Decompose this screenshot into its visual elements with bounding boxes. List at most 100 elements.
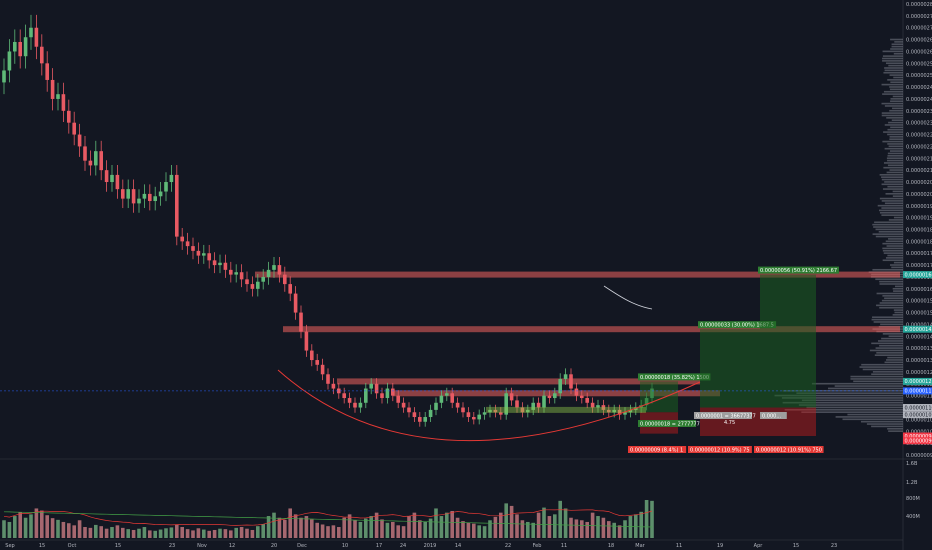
volume-bar [644, 500, 649, 538]
profile-bar [881, 200, 903, 202]
price-tick-label: 0.00000115 [906, 394, 932, 400]
profile-bar [888, 335, 903, 338]
profile-bar [893, 52, 903, 55]
profile-bar [890, 126, 903, 129]
volume-bar [574, 519, 579, 538]
profile-bar [850, 378, 903, 380]
entry-label: 0.000... [762, 413, 781, 419]
profile-bar [811, 382, 903, 385]
volume-bar [142, 527, 147, 538]
profile-bar [801, 411, 903, 413]
profile-bar [885, 62, 903, 65]
resistance-zone [255, 271, 900, 278]
rounding-bottom-arc[interactable] [277, 369, 701, 442]
profile-bar [891, 266, 903, 269]
volume-bar [380, 519, 384, 538]
profile-bar [882, 93, 903, 95]
candle-body [266, 269, 271, 277]
volume-bar [482, 526, 487, 538]
price-tick-label: 0.00000135 [906, 346, 932, 352]
candle-body [121, 189, 125, 199]
volume-bar [185, 529, 190, 538]
volume-bar [202, 529, 206, 538]
candle-body [239, 272, 244, 280]
profile-bar [883, 252, 903, 254]
volume-bar [337, 527, 341, 538]
candle-body [94, 151, 98, 166]
volume-bar [245, 528, 249, 538]
profile-bar [888, 145, 903, 148]
stop-label-bg [688, 446, 752, 453]
target-label: 0.00000018 (35.82%) 1500 [640, 375, 709, 381]
candlesticks [2, 14, 654, 427]
position-tools[interactable]: 0.00000018 (35.82%) 1500 0.00000009 (8.4%… [486, 266, 839, 454]
profile-bar [879, 302, 903, 304]
volume-bar [612, 522, 616, 538]
candle-body [337, 388, 341, 394]
profile-bar [889, 109, 903, 112]
candle-body [164, 182, 168, 192]
profile-bar [881, 178, 903, 181]
candle-body [256, 281, 260, 289]
profile-bar [885, 257, 903, 259]
time-tick-label: 11 [676, 543, 682, 549]
profit-zone [700, 329, 760, 408]
volume-bar [315, 522, 319, 538]
profile-bar [889, 136, 903, 138]
volume-tick-label: 400M [906, 514, 920, 520]
price-tick-label: 0.00000195 [906, 204, 932, 210]
candle-body [223, 262, 228, 270]
volume-bar [364, 518, 368, 538]
candle-body [342, 393, 346, 399]
profile-bar [890, 48, 903, 50]
price-tags: 0.00000166 0.00000143 0.00000121 0.00000117… [903, 271, 932, 445]
profile-bar [881, 83, 903, 86]
profile-bar [881, 102, 903, 105]
candle-body [617, 409, 622, 415]
candle-body [245, 279, 249, 285]
profile-bar [876, 304, 903, 307]
volume-bar [385, 522, 390, 538]
volume-bar [34, 508, 39, 538]
profile-bar [861, 363, 903, 366]
trend-curve[interactable] [603, 285, 653, 310]
price-tag-bg [903, 432, 932, 440]
profile-bar [878, 209, 903, 212]
time-axis[interactable]: Sep 15 Oct 15 23 Nov 12 20 Dec 10 17 24 2019 14 22 Feb 1… [5, 543, 837, 549]
profile-bar [883, 162, 903, 164]
candle-body [7, 51, 12, 71]
volume-bar [23, 517, 28, 538]
volume-bar [229, 530, 233, 538]
profile-bar [882, 247, 903, 250]
profile-bar [886, 117, 903, 119]
profile-bar [887, 143, 903, 145]
volume-bar [488, 520, 492, 538]
profile-bar [887, 152, 903, 155]
profile-bar [887, 159, 903, 162]
candle-body [202, 253, 206, 256]
candle-body [547, 395, 552, 399]
time-tick-label: 14 [455, 543, 461, 549]
profile-bar [874, 221, 903, 224]
profile-bar [869, 349, 903, 352]
profit-zone [640, 381, 678, 413]
volume-bar [580, 520, 584, 538]
time-tick-label: 24 [400, 543, 406, 549]
profile-bar [874, 354, 903, 357]
entry-label-bg [694, 412, 752, 419]
time-tick-label: Mar [635, 543, 645, 549]
volume-bar [164, 528, 168, 538]
time-tick-label: Feb [533, 543, 542, 549]
volume-bar [331, 525, 336, 538]
profile-bar [887, 128, 903, 131]
price-tag-label: 0.00000096 [905, 439, 932, 445]
profile-bar [886, 171, 903, 174]
candle-body [407, 407, 411, 413]
volume-bar [61, 521, 66, 538]
profile-bar [875, 235, 903, 238]
